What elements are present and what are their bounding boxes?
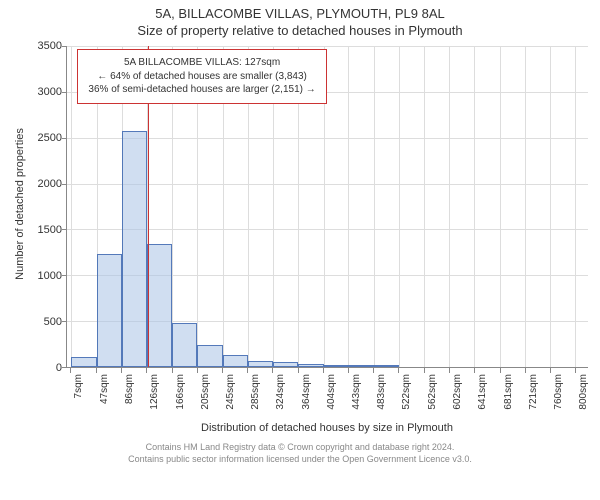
histogram-bar: [147, 244, 172, 367]
x-tickmark: [298, 368, 299, 373]
gridline-v: [449, 46, 450, 367]
histogram-bar: [324, 365, 349, 367]
x-tickmark: [247, 368, 248, 373]
x-tick-label: 47sqm: [99, 374, 110, 404]
x-tick-label: 602sqm: [452, 374, 463, 410]
x-tickmark: [121, 368, 122, 373]
x-tick-label: 800sqm: [578, 374, 589, 410]
gridline-v: [399, 46, 400, 367]
x-tickmark: [323, 368, 324, 373]
x-tick-label: 285sqm: [250, 374, 261, 410]
histogram-bar: [348, 365, 373, 367]
y-axis-label-container: Number of detached properties: [0, 38, 18, 368]
x-tick-label: 641sqm: [477, 374, 488, 410]
x-tickmark: [474, 368, 475, 373]
x-tickmark: [449, 368, 450, 373]
histogram-bar: [122, 131, 147, 367]
page-title-2: Size of property relative to detached ho…: [0, 23, 600, 38]
x-tick-label: 364sqm: [301, 374, 312, 410]
histogram-bar: [223, 355, 248, 367]
licence-line-1: Contains HM Land Registry data © Crown c…: [0, 442, 600, 454]
x-tickmark: [348, 368, 349, 373]
gridline-v: [424, 46, 425, 367]
histogram-bar: [248, 361, 273, 367]
x-tick-label: 522sqm: [401, 374, 412, 410]
x-tickmark: [70, 368, 71, 373]
y-axis-ticks: 0 500 1000 1500 2000 2500 3000 3500: [20, 38, 66, 438]
gridline-v: [374, 46, 375, 367]
x-tick-label: 245sqm: [225, 374, 236, 410]
x-axis-label: Distribution of detached houses by size …: [66, 422, 588, 434]
histogram-bar: [172, 323, 197, 367]
histogram-bar: [197, 345, 222, 367]
y-tick-label: 3500: [38, 40, 62, 52]
gridline-v: [550, 46, 551, 367]
gridline-v: [525, 46, 526, 367]
x-tickmark: [550, 368, 551, 373]
y-tickmark: [62, 229, 67, 230]
gridline-v: [500, 46, 501, 367]
x-axis-ticks: Distribution of detached houses by size …: [66, 368, 588, 438]
x-tickmark: [222, 368, 223, 373]
y-tickmark: [62, 46, 67, 47]
histogram-chart: Number of detached properties 0 500 1000 15…: [0, 38, 600, 438]
legend-line-1: 5A BILLACOMBE VILLAS: 127sqm: [88, 56, 315, 70]
gridline-v: [71, 46, 72, 367]
gridline-v: [348, 46, 349, 367]
x-tick-label: 324sqm: [275, 374, 286, 410]
x-tick-label: 205sqm: [200, 374, 211, 410]
x-tickmark: [575, 368, 576, 373]
histogram-bar: [97, 254, 122, 367]
plot-area: 5A BILLACOMBE VILLAS: 127sqm ← 64% of de…: [66, 46, 588, 368]
histogram-bar: [374, 365, 399, 367]
page-title-1: 5A, BILLACOMBE VILLAS, PLYMOUTH, PL9 8AL: [0, 6, 600, 21]
y-tickmark: [62, 92, 67, 93]
y-tick-label: 2500: [38, 132, 62, 144]
y-tickmark: [62, 184, 67, 185]
legend-line-3: 36% of semi-detached houses are larger (…: [88, 83, 315, 97]
x-tickmark: [500, 368, 501, 373]
x-tick-label: 7sqm: [73, 374, 84, 398]
x-tickmark: [398, 368, 399, 373]
x-tick-label: 681sqm: [503, 374, 514, 410]
x-tickmark: [146, 368, 147, 373]
x-tickmark: [424, 368, 425, 373]
histogram-bar: [71, 357, 96, 367]
x-tickmark: [272, 368, 273, 373]
x-tick-label: 404sqm: [326, 374, 337, 410]
gridline-h: [67, 46, 588, 47]
y-tickmark: [62, 275, 67, 276]
x-tick-label: 562sqm: [427, 374, 438, 410]
x-tick-label: 483sqm: [376, 374, 387, 410]
y-tick-label: 1500: [38, 224, 62, 236]
licence-text: Contains HM Land Registry data © Crown c…: [0, 442, 600, 465]
x-tick-label: 443sqm: [351, 374, 362, 410]
y-tickmark: [62, 321, 67, 322]
x-tick-label: 721sqm: [528, 374, 539, 410]
histogram-bar: [273, 362, 298, 367]
licence-line-2: Contains public sector information licen…: [0, 454, 600, 466]
x-tickmark: [373, 368, 374, 373]
y-tick-label: 2000: [38, 178, 62, 190]
legend-line-2: ← 64% of detached houses are smaller (3,…: [88, 70, 315, 84]
y-tickmark: [62, 138, 67, 139]
y-tick-label: 1000: [38, 270, 62, 282]
x-tickmark: [197, 368, 198, 373]
x-tick-label: 86sqm: [124, 374, 135, 404]
histogram-bar: [298, 364, 323, 367]
x-tickmark: [172, 368, 173, 373]
x-tickmark: [96, 368, 97, 373]
y-tick-label: 3000: [38, 86, 62, 98]
y-tick-label: 500: [44, 316, 62, 328]
gridline-v: [474, 46, 475, 367]
gridline-v: [575, 46, 576, 367]
x-tick-label: 126sqm: [149, 374, 160, 410]
x-tickmark: [525, 368, 526, 373]
x-tick-label: 166sqm: [175, 374, 186, 410]
chart-legend: 5A BILLACOMBE VILLAS: 127sqm ← 64% of de…: [77, 49, 326, 104]
y-tick-label: 0: [56, 362, 62, 374]
x-tick-label: 760sqm: [553, 374, 564, 410]
